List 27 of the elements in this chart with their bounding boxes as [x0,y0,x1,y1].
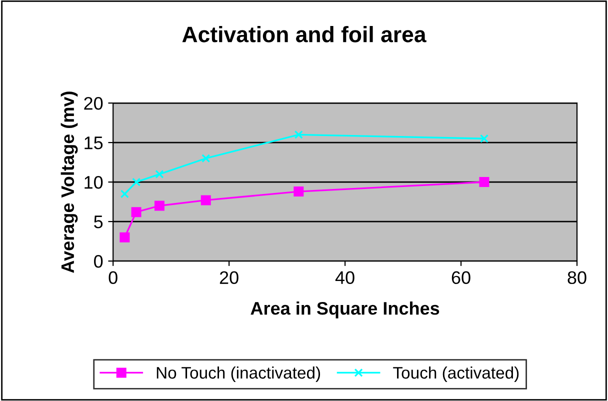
point [480,134,489,143]
point [479,177,490,188]
chart-title: Activation and foil area [182,26,426,42]
x-axis-title: Area in Square Inches [250,301,440,318]
point [294,130,303,139]
y-tick-label: 15 [84,136,103,150]
point [120,232,130,242]
point [200,195,211,206]
point [154,200,164,211]
y-tick-label: 0 [94,254,103,268]
y-tick-label: 5 [94,216,103,228]
y-tick-label: 20 [84,96,103,110]
point [155,170,164,178]
legend-label: Touch (activated) [393,366,519,382]
point [202,154,210,163]
point [132,178,141,186]
x-tick-label: 40 [335,271,354,284]
x-tick-label: 0 [108,271,118,284]
point [294,186,304,197]
point [131,207,142,218]
point [120,190,129,198]
x-tick-label: 80 [568,271,586,284]
x-tick-label: 60 [452,271,470,284]
y-tick-label: 10 [84,176,103,189]
x-tick-label: 20 [220,271,238,284]
y-axis-title: Average Voltage (mv) [60,92,78,273]
legend-label: No Touch (inactivated) [156,366,320,382]
